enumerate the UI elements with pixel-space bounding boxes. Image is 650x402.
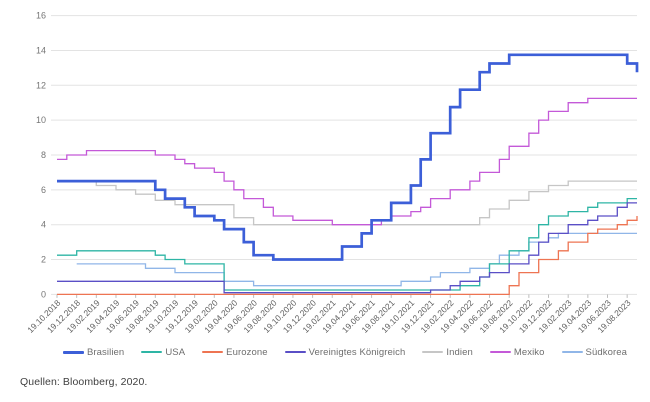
legend-item-indien: Indien [422, 346, 473, 358]
y-tick-label: 16 [36, 11, 46, 21]
y-axis-labels: 0 2 4 6 8 10 12 14 16 [36, 11, 46, 300]
legend-swatch-mexiko [489, 351, 511, 353]
legend-swatch-vereinigtes-k-nigreich [284, 351, 306, 353]
legend-label-indien: Indien [446, 346, 473, 358]
legend-swatch-usa [141, 351, 163, 353]
legend-item-usa: USA [141, 347, 185, 358]
source-note: Quellen: Bloomberg, 2020. [20, 376, 148, 388]
series-line-eurozone [57, 216, 638, 296]
legend-item-vereinigtes-k-nigreich: Vereinigtes Königreich [284, 346, 406, 358]
gridlines [51, 15, 637, 295]
series-line-vereinigtes-k-nigreich [57, 202, 637, 294]
y-tick-label: 8 [41, 150, 46, 160]
y-tick-label: 14 [36, 45, 46, 55]
series-line-mexiko [57, 97, 637, 226]
series-line-brasilien [57, 53, 639, 261]
legend-label-eurozone: Eurozone [226, 346, 268, 358]
legend-swatch-eurozone [202, 351, 224, 353]
x-axis-labels: 19.10.201819.12.201819.02.201919.04.2019… [25, 298, 633, 335]
legend-swatch-s-dkorea [561, 351, 583, 353]
legend-item-brasilien: Brasilien [62, 346, 125, 358]
y-tick-label: 10 [36, 115, 46, 125]
legend-item-s-dkorea: Südkorea [561, 346, 628, 358]
legend-label-usa: USA [165, 346, 186, 358]
chart-legend: Brasilien USA Eurozone Vereinigtes Königrei… [48, 344, 642, 360]
legend-label-vereinigtes-k-nigreich: Vereinigtes Königreich [308, 346, 406, 358]
legend-label-mexiko: Mexiko [513, 346, 545, 358]
rates-step-line-chart: 0 2 4 6 8 10 12 14 16 19.10.201819.12.201819.02.2… [25, 11, 639, 335]
y-tick-label: 6 [41, 185, 46, 195]
legend-label-brasilien: Brasilien [86, 346, 125, 358]
y-tick-label: 12 [36, 80, 46, 90]
y-tick-label: 2 [41, 255, 46, 265]
legend-swatch-brasilien [62, 350, 84, 354]
y-tick-label: 0 [41, 289, 46, 299]
legend-item-mexiko: Mexiko [489, 346, 545, 358]
legend-item-eurozone: Eurozone [202, 346, 268, 358]
legend-label-s-dkorea: Südkorea [585, 346, 628, 358]
series-line-usa [57, 197, 637, 291]
y-tick-label: 4 [41, 220, 46, 230]
series-line-indien [57, 180, 637, 226]
legend-swatch-indien [422, 351, 444, 353]
